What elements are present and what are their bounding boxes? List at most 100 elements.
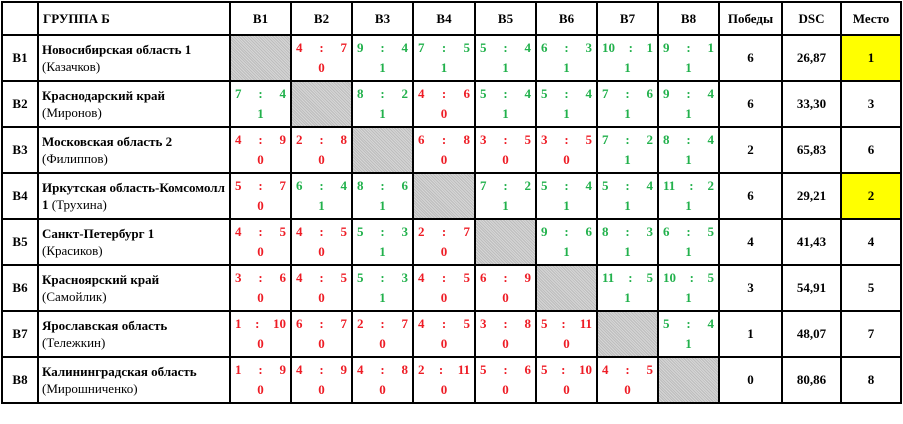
score-own: 5	[357, 270, 364, 285]
match-result: 1	[502, 106, 509, 121]
score-separator: :	[258, 270, 263, 285]
team-cell: Московская область 2 (Филиппов)	[37, 126, 231, 174]
dsc-value: 33,30	[781, 80, 842, 128]
score-own: 4	[235, 224, 242, 239]
score-own: 7	[602, 86, 609, 101]
team-cell: Краснодарский край (Миронов)	[37, 80, 231, 128]
match-result: 0	[257, 382, 264, 397]
score-separator: :	[503, 362, 508, 377]
score-separator: :	[319, 40, 324, 55]
score-opponent: 5	[463, 270, 471, 285]
wins-value: 2	[718, 126, 783, 174]
score-opponent: 2	[707, 178, 714, 193]
match-result: 0	[318, 336, 325, 351]
score-separator: :	[438, 362, 444, 377]
score-opponent: 4	[585, 86, 593, 101]
match-result: 0	[440, 244, 448, 259]
match-result: 0	[318, 244, 325, 259]
score-own: 11	[602, 270, 615, 285]
score-opponent: 5	[707, 224, 715, 239]
captain-name: (Красиков)	[42, 243, 103, 258]
table-row: В4 Иркутская область-Комсомолл 1 (Трухин…	[1, 172, 902, 220]
score-own: 5	[541, 362, 548, 377]
score-separator: :	[503, 316, 508, 331]
score-own: 9	[357, 40, 364, 55]
match-result: 1	[624, 198, 631, 213]
match-score-cell: 1:10 0	[229, 310, 292, 358]
team-cell: Красноярский край (Самойлик)	[37, 264, 231, 312]
match-result: 1	[624, 106, 631, 121]
place-value: 6	[840, 126, 902, 174]
score-separator: :	[319, 362, 324, 377]
match-result: 1	[440, 60, 448, 75]
col-header: В6	[535, 1, 598, 36]
match-score-cell: 7: 6 1	[596, 80, 659, 128]
match-score-cell: 6: 8 0	[412, 126, 476, 174]
score-opponent: 4	[707, 86, 715, 101]
score-own: 10	[602, 40, 615, 55]
match-score-cell: 4: 9 0	[290, 356, 353, 404]
score-separator: :	[258, 224, 263, 239]
score-separator: :	[319, 132, 324, 147]
match-result: 1	[624, 60, 631, 75]
score-separator: :	[686, 86, 691, 101]
team-name: Красноярский край	[42, 272, 160, 287]
score-own: 8	[663, 132, 670, 147]
score-opponent: 4	[524, 40, 532, 55]
score-own: 6	[296, 316, 303, 331]
score-opponent: 6	[401, 178, 409, 193]
dsc-value: 54,91	[781, 264, 842, 312]
score-opponent: 5	[524, 132, 532, 147]
score-own: 4	[296, 362, 303, 377]
captain-name: (Миронов)	[42, 105, 102, 120]
match-result: 0	[318, 290, 325, 305]
row-id: В1	[1, 34, 39, 82]
match-result: 1	[563, 106, 570, 121]
captain-name: (Мирошниченко)	[42, 381, 138, 396]
match-result: 0	[563, 152, 570, 167]
captain-name: (Тележкин)	[42, 335, 106, 350]
score-opponent: 6	[463, 86, 471, 101]
match-score-cell: 11:5 1	[596, 264, 659, 312]
score-separator: :	[686, 224, 691, 239]
score-opponent: 3	[401, 270, 409, 285]
match-result: 0	[563, 382, 570, 397]
score-separator: :	[686, 40, 691, 55]
score-separator: :	[319, 224, 324, 239]
self-match-cell	[412, 172, 476, 220]
score-own: 4	[296, 40, 303, 55]
match-result: 1	[624, 244, 631, 259]
captain-name: (Филиппов)	[42, 151, 108, 166]
col-header: В1	[229, 1, 292, 36]
score-opponent: 9	[279, 132, 287, 147]
self-match-cell	[535, 264, 598, 312]
team-cell: Новосибирская область 1 (Казачков)	[37, 34, 231, 82]
match-result: 1	[685, 244, 692, 259]
score-separator: :	[564, 132, 569, 147]
score-separator: :	[689, 178, 694, 193]
score-opponent: 4	[646, 178, 654, 193]
score-opponent: 6	[585, 224, 593, 239]
self-match-cell	[290, 80, 353, 128]
score-opponent: 5	[340, 270, 348, 285]
score-own: 8	[357, 178, 364, 193]
match-score-cell: 11:2 1	[657, 172, 720, 220]
score-separator: :	[255, 316, 260, 331]
score-separator: :	[319, 270, 324, 285]
match-result: 0	[257, 198, 264, 213]
place-value: 7	[840, 310, 902, 358]
dsc-value: 26,87	[781, 34, 842, 82]
self-match-cell	[474, 218, 537, 266]
match-result: 1	[563, 244, 570, 259]
row-id: В7	[1, 310, 39, 358]
match-score-cell: 4: 5 0	[290, 218, 353, 266]
row-id: В4	[1, 172, 39, 220]
score-separator: :	[564, 86, 569, 101]
wins-value: 6	[718, 34, 783, 82]
match-score-cell: 7: 2 1	[474, 172, 537, 220]
col-header: В2	[290, 1, 353, 36]
match-score-cell: 10:5 1	[657, 264, 720, 312]
score-opponent: 6	[646, 86, 654, 101]
match-score-cell: 5:11 0	[535, 310, 598, 358]
match-score-cell: 4: 5 0	[290, 264, 353, 312]
